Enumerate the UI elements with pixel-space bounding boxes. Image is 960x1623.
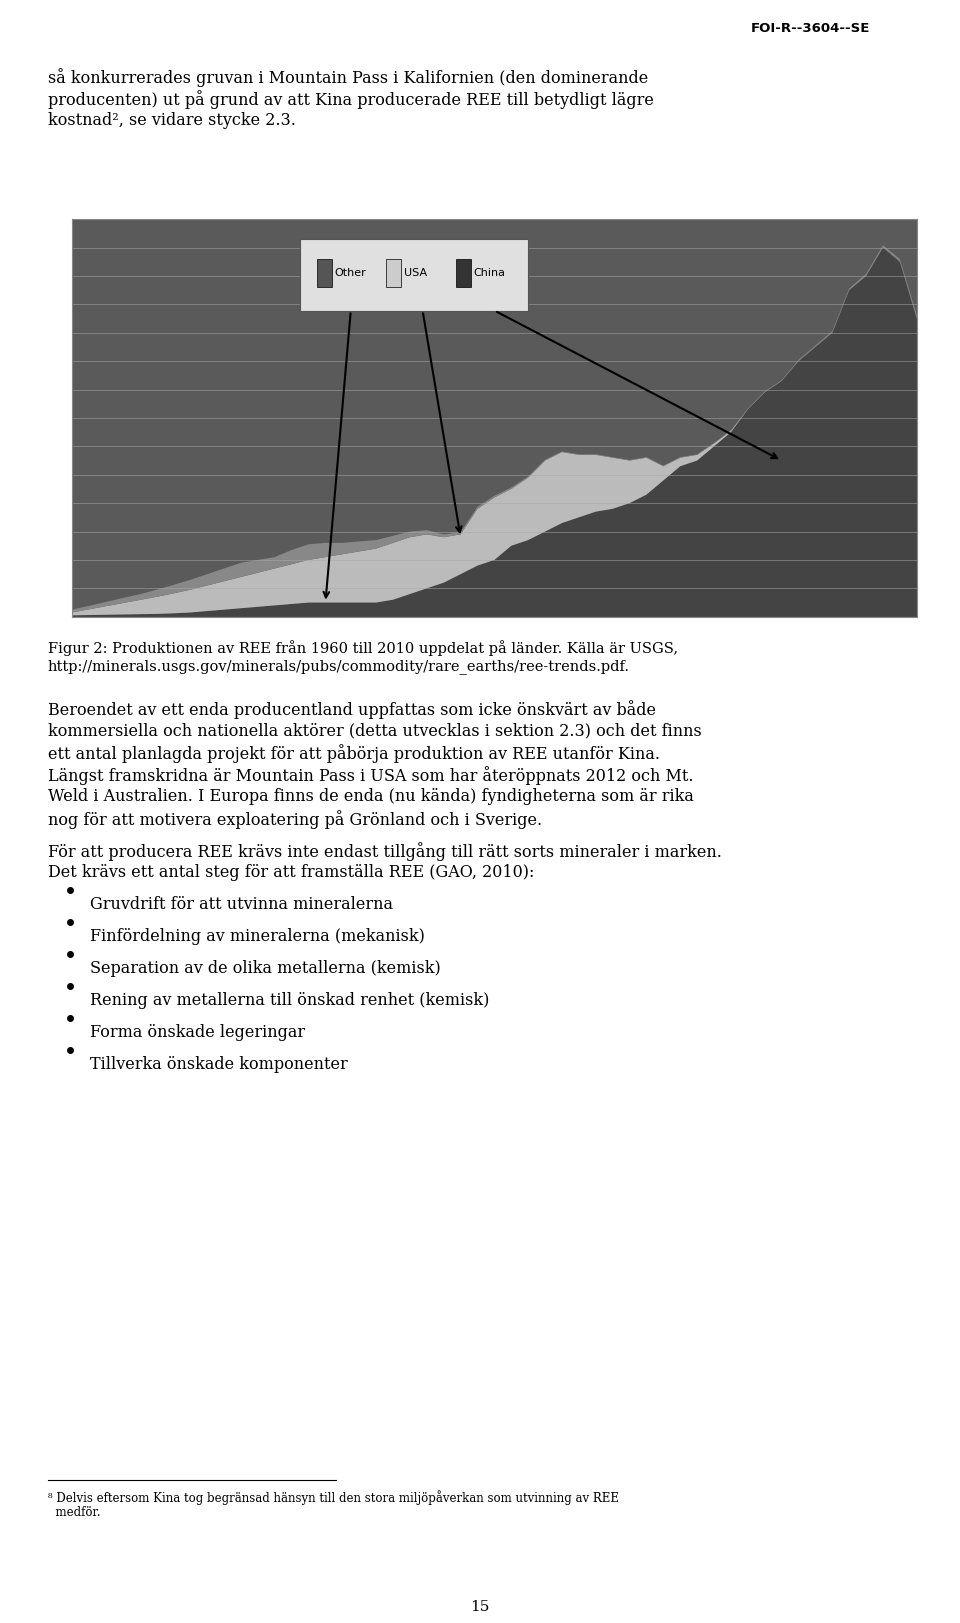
Text: Separation av de olika metallerna (kemisk): Separation av de olika metallerna (kemis… bbox=[90, 959, 441, 977]
Text: medför.: medför. bbox=[48, 1506, 101, 1519]
Text: Tillverka önskade komponenter: Tillverka önskade komponenter bbox=[90, 1057, 348, 1073]
Text: FOI-R--3604--SE: FOI-R--3604--SE bbox=[751, 23, 870, 36]
Bar bbox=[456, 258, 470, 287]
Text: För att producera REE krävs inte endast tillgång till rätt sorts mineraler i mar: För att producera REE krävs inte endast … bbox=[48, 842, 722, 860]
Text: så konkurrerades gruvan i Mountain Pass i Kalifornien (den dominerande: så konkurrerades gruvan i Mountain Pass … bbox=[48, 68, 648, 88]
Y-axis label: Production, metric tons: Production, metric tons bbox=[0, 338, 10, 498]
Text: Beroendet av ett enda producentland uppfattas som icke önskvärt av både: Beroendet av ett enda producentland uppf… bbox=[48, 700, 656, 719]
Text: ⁸ Delvis eftersom Kina tog begränsad hänsyn till den stora miljöpåverkan som utv: ⁸ Delvis eftersom Kina tog begränsad hän… bbox=[48, 1490, 619, 1505]
Text: producenten) ut på grund av att Kina producerade REE till betydligt lägre: producenten) ut på grund av att Kina pro… bbox=[48, 89, 654, 109]
Text: USA: USA bbox=[404, 268, 427, 278]
Text: Längst framskridna är Mountain Pass i USA som har återöppnats 2012 och Mt.: Längst framskridna är Mountain Pass i US… bbox=[48, 766, 693, 786]
Text: Weld i Australien. I Europa finns de enda (nu kända) fyndigheterna som är rika: Weld i Australien. I Europa finns de end… bbox=[48, 789, 694, 805]
Bar bbox=[317, 258, 332, 287]
Text: China: China bbox=[473, 268, 505, 278]
Text: Finfördelning av mineralerna (mekanisk): Finfördelning av mineralerna (mekanisk) bbox=[90, 928, 425, 945]
Text: kommersiella och nationella aktörer (detta utvecklas i sektion 2.3) och det finn: kommersiella och nationella aktörer (det… bbox=[48, 722, 702, 738]
Text: kostnad², se vidare stycke 2.3.: kostnad², se vidare stycke 2.3. bbox=[48, 112, 296, 128]
Text: Forma önskade legeringar: Forma önskade legeringar bbox=[90, 1024, 305, 1040]
Text: Rening av metallerna till önskad renhet (kemisk): Rening av metallerna till önskad renhet … bbox=[90, 992, 490, 1010]
Text: http://minerals.usgs.gov/minerals/pubs/commodity/rare_earths/ree-trends.pdf.: http://minerals.usgs.gov/minerals/pubs/c… bbox=[48, 659, 630, 674]
FancyBboxPatch shape bbox=[300, 239, 528, 310]
Text: Other: Other bbox=[335, 268, 367, 278]
Text: Gruvdrift för att utvinna mineralerna: Gruvdrift för att utvinna mineralerna bbox=[90, 896, 393, 914]
Bar bbox=[386, 258, 401, 287]
Text: 15: 15 bbox=[470, 1600, 490, 1613]
Text: nog för att motivera exploatering på Grönland och i Sverige.: nog för att motivera exploatering på Grö… bbox=[48, 810, 542, 829]
Text: ett antal planlagda projekt för att påbörja produktion av REE utanför Kina.: ett antal planlagda projekt för att påbö… bbox=[48, 743, 660, 763]
Text: Det krävs ett antal steg för att framställa REE (GAO, 2010):: Det krävs ett antal steg för att framstä… bbox=[48, 863, 535, 881]
Text: Figur 2: Produktionen av REE från 1960 till 2010 uppdelat på länder. Källa är US: Figur 2: Produktionen av REE från 1960 t… bbox=[48, 639, 678, 656]
